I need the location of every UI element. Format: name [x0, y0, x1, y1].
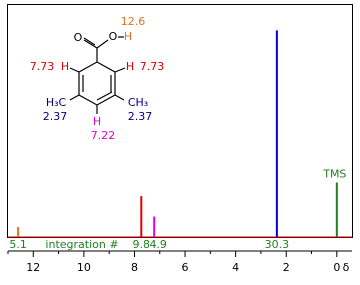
atom: H [61, 60, 69, 73]
shift-label: 2.37 [43, 110, 68, 123]
molecule: O O H H H H₃C CH₃ H 12.6 7.73 7.73 2.37 … [30, 15, 165, 142]
bond [83, 39, 98, 49]
shift-label: 7.73 [140, 60, 165, 73]
atom: H₃C [46, 96, 67, 109]
atom: CH₃ [128, 96, 148, 109]
x-tick-label: 6 [182, 261, 189, 274]
shift-label: 2.37 [128, 110, 153, 123]
atom: H [124, 30, 132, 43]
shift-label: 7.22 [91, 129, 116, 142]
ring [78, 61, 116, 106]
bond [69, 67, 80, 73]
x-tick-label: 12 [26, 261, 40, 274]
x-axis-label: δ [343, 261, 350, 274]
integration-value: 5.1 [9, 238, 27, 251]
x-tick-label: 2 [283, 261, 290, 274]
bond [69, 94, 80, 101]
x-tick-label: 4 [232, 261, 239, 274]
integration-value: 30.3 [265, 238, 290, 251]
integration-label: integration # [45, 238, 118, 251]
shift-label: 12.6 [121, 15, 146, 28]
shift-label: 7.73 [30, 60, 55, 73]
x-tick-label: 10 [77, 261, 91, 274]
integration-value: 9.8 [133, 238, 151, 251]
bond [96, 91, 113, 101]
atom: O [74, 31, 83, 44]
integration-value: 4.9 [149, 238, 167, 251]
peak-label: TMS [322, 168, 346, 181]
atom: O [109, 30, 118, 43]
bond [96, 39, 109, 49]
bond [114, 67, 126, 73]
x-tick-label: 8 [131, 261, 138, 274]
atom: H [93, 115, 101, 128]
atom: H [126, 60, 134, 73]
bond [114, 94, 125, 101]
bond [83, 37, 96, 46]
x-tick-label: 0 [333, 261, 340, 274]
